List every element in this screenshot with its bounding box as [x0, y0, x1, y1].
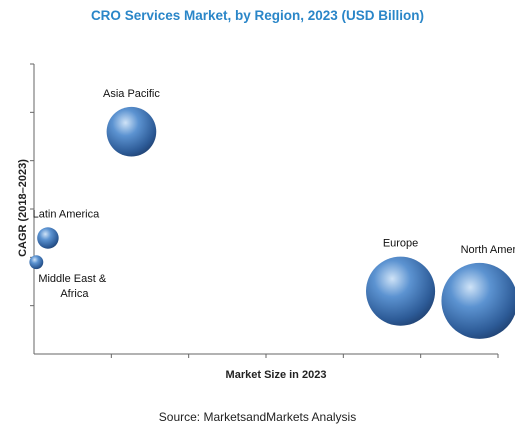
bubble-north-america	[441, 262, 515, 339]
bubble-label-north-america: North America	[461, 244, 515, 256]
chart-title: CRO Services Market, by Region, 2023 (US…	[90, 8, 425, 23]
bubble-latin-america	[37, 227, 59, 249]
bubble-asia-pacific	[106, 106, 157, 157]
bubble-labels: Asia Pacific Latin America Middle East & Af…	[33, 88, 515, 300]
bubble-europe	[366, 256, 436, 326]
bubble-label-asia-pacific: Asia Pacific	[103, 88, 160, 100]
bubble-label-europe: Europe	[383, 238, 418, 250]
bubble-series	[29, 106, 515, 339]
source-note: Source: MarketsandMarkets Analysis	[158, 410, 357, 424]
bubble-label-latin-america: Latin America	[33, 208, 101, 220]
y-axis-label: CAGR (2018–2023)	[17, 159, 29, 257]
bubble-middle-east-africa	[29, 255, 44, 270]
bubble-label-middle-east-africa: Middle East & Africa	[38, 273, 107, 300]
x-axis-label: Market Size in 2023	[226, 369, 327, 381]
chart-axes	[30, 63, 499, 358]
